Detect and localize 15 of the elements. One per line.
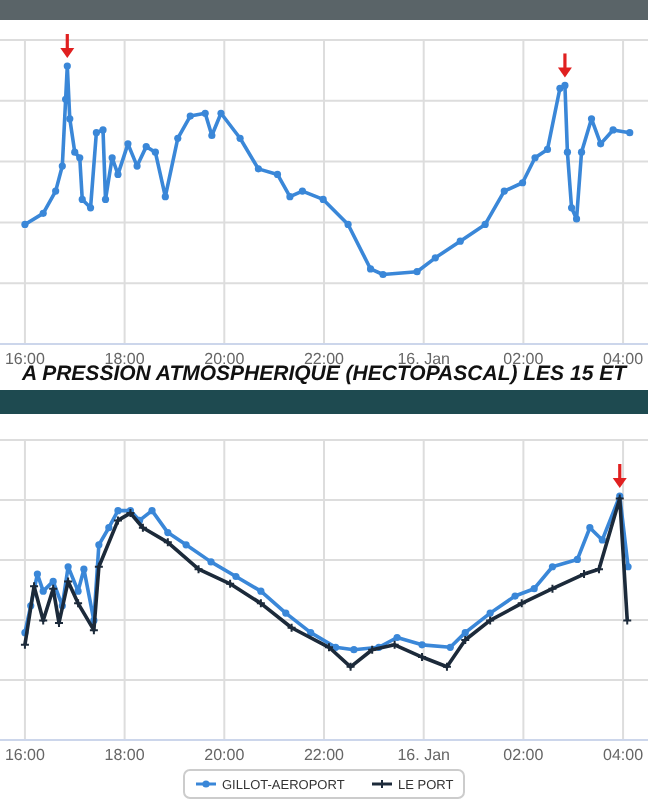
x-tick-label: 04:00 <box>603 350 645 368</box>
x-tick-label: 16:00 <box>4 746 47 764</box>
x-tick-label: 18:00 <box>104 746 146 764</box>
x-tick-label: 18:00 <box>104 350 146 368</box>
x-tick-label: 20:00 <box>204 350 246 368</box>
chart-title: A PRESSION ATMOSPHERIQUE (HECTOPASCAL) LES 15 ET <box>19 362 630 386</box>
x-tick-label: 22:00 <box>303 746 346 764</box>
x-tick-label: 16. Jan <box>397 350 450 368</box>
x-tick-label: 16. Jan <box>397 746 450 764</box>
x-tick-label: 02:00 <box>503 746 545 764</box>
x-tick-label: 22:00 <box>303 350 346 368</box>
x-tick-label: 20:00 <box>204 746 246 764</box>
x-tick-label: 02:00 <box>503 350 545 368</box>
x-tick-label: 04:00 <box>603 746 645 764</box>
x-tick-label: 16:00 <box>4 350 47 368</box>
